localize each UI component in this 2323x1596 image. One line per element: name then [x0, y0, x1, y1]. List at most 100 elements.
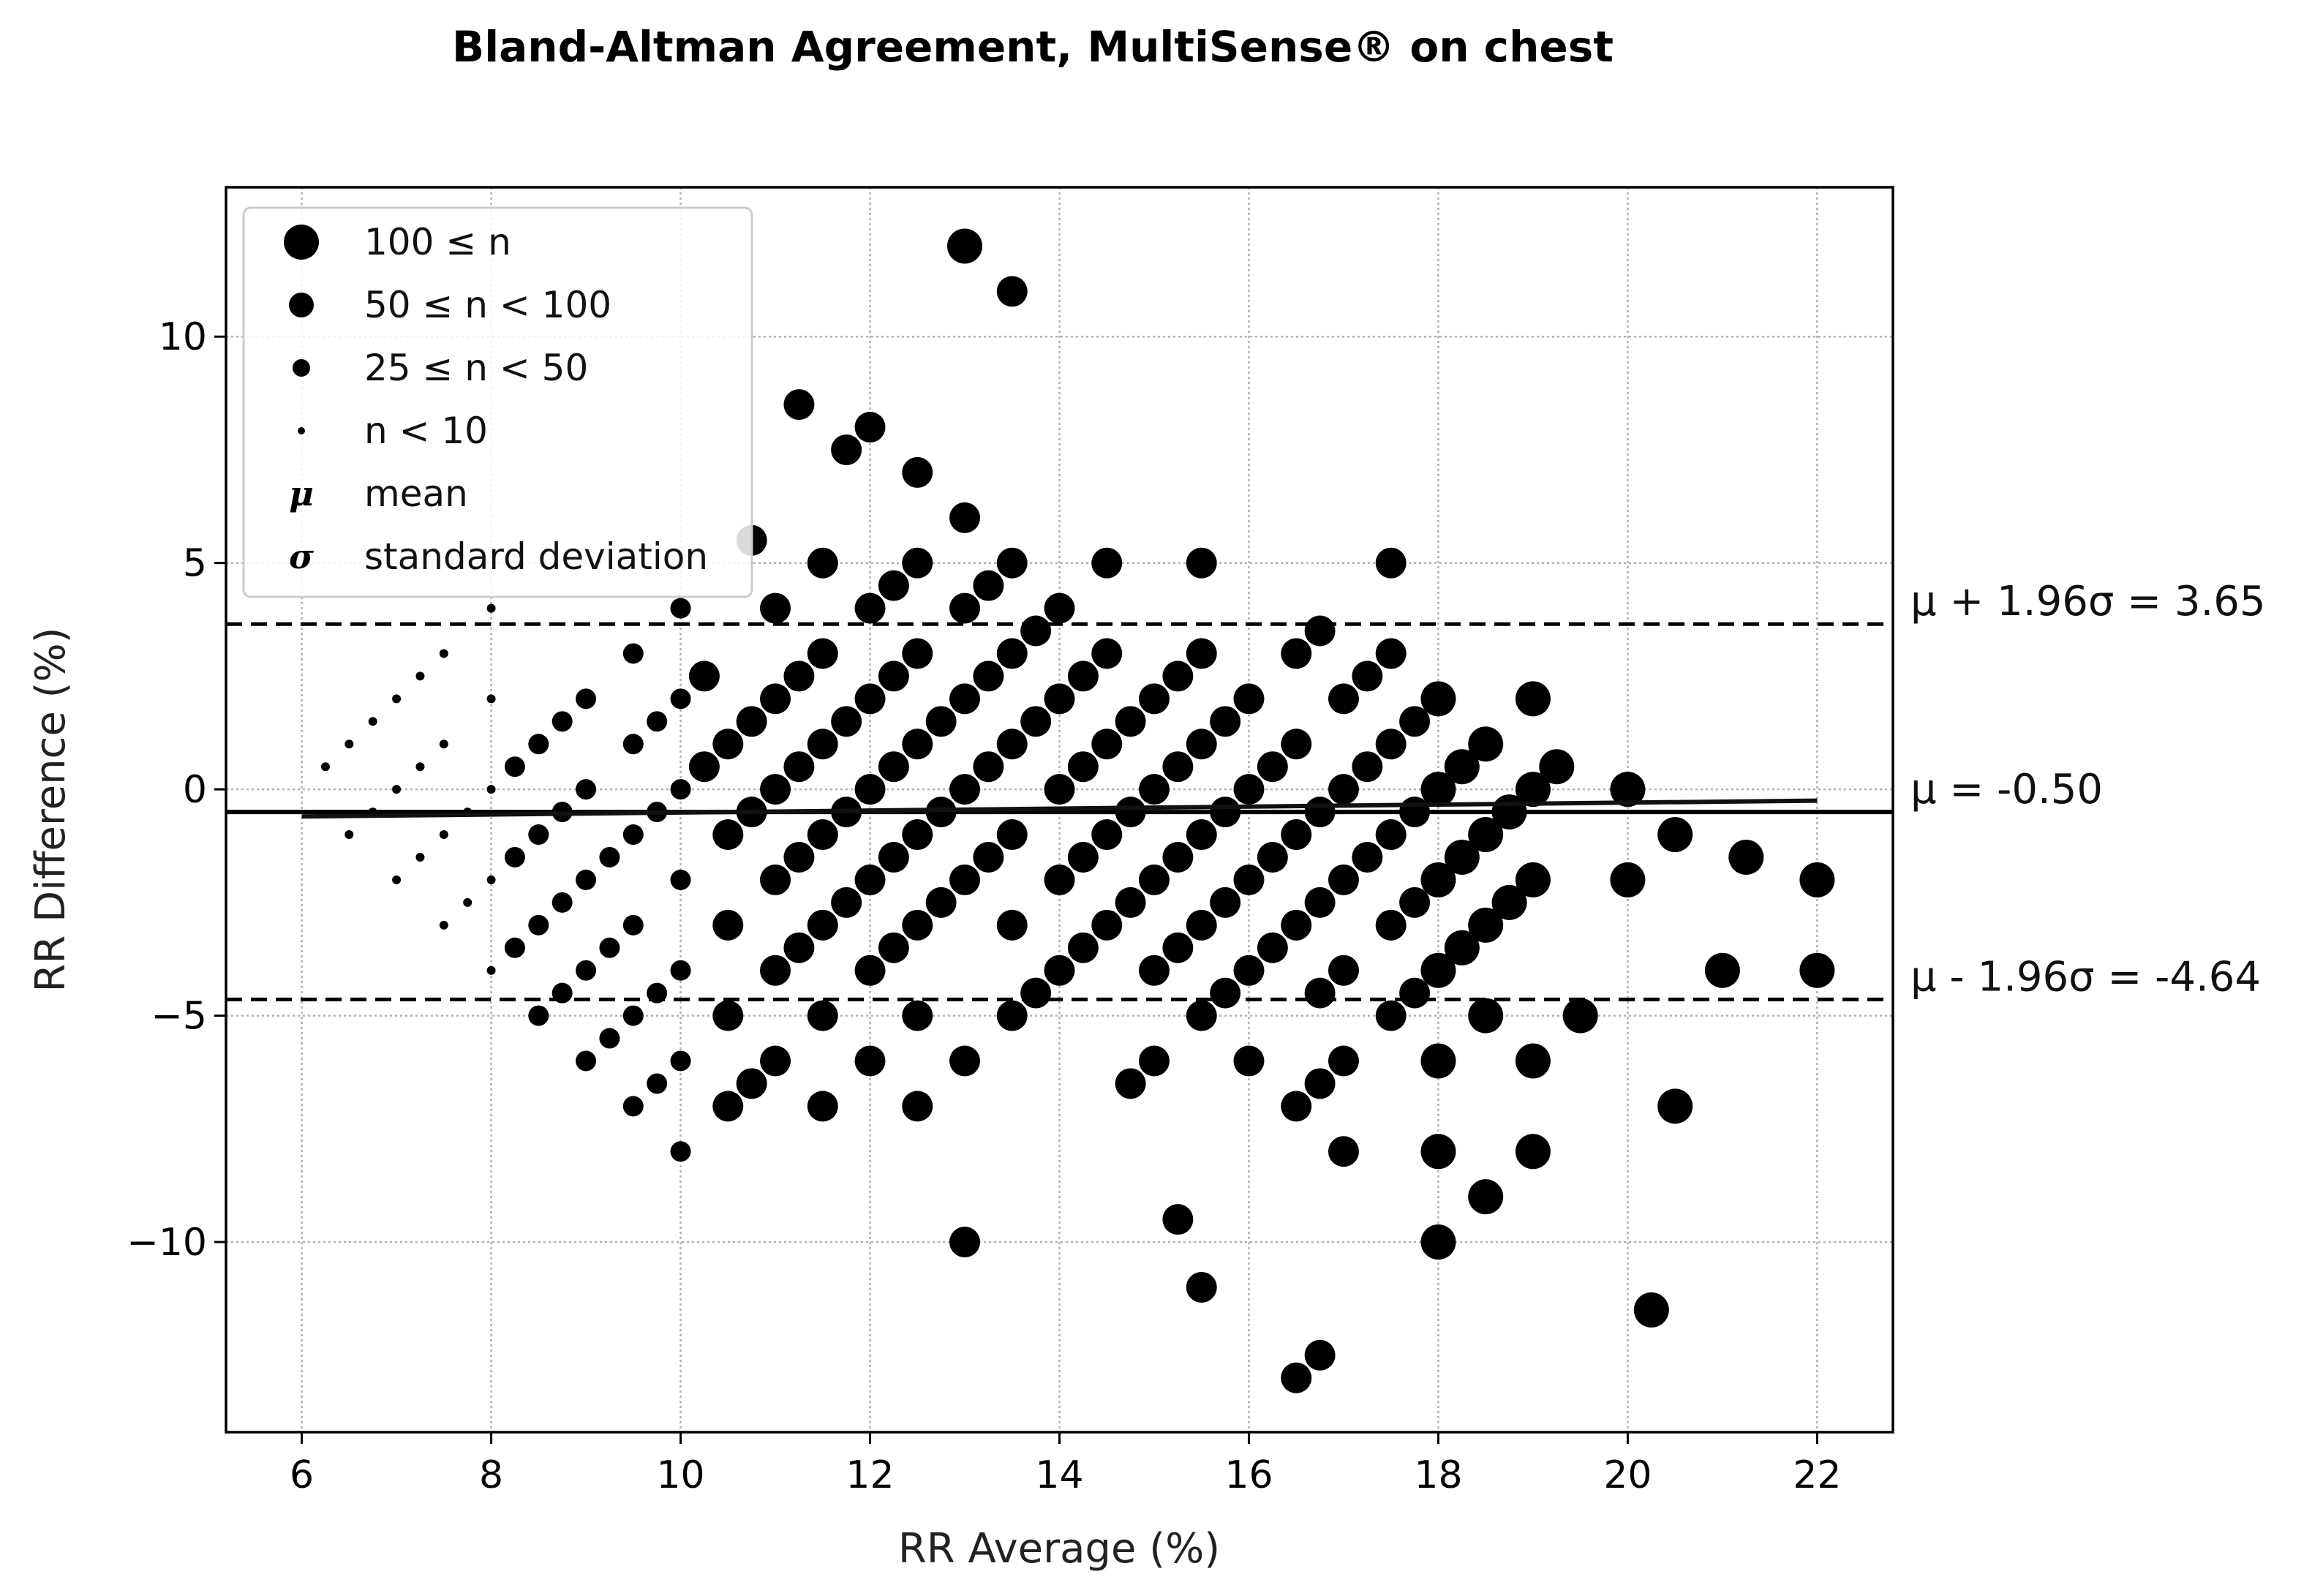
data-point: [1138, 774, 1170, 805]
data-point: [949, 502, 981, 533]
data-point: [1186, 638, 1217, 669]
data-point: [599, 846, 620, 867]
data-point: [807, 547, 838, 579]
data-point: [576, 1050, 597, 1072]
data-point: [1162, 932, 1194, 963]
data-point: [1420, 1224, 1456, 1260]
data-point: [996, 547, 1028, 579]
data-point: [1420, 681, 1456, 717]
data-point: [1352, 841, 1383, 873]
data-point: [1328, 955, 1359, 986]
data-point: [949, 1227, 981, 1258]
data-point: [1610, 772, 1646, 808]
data-point: [647, 1073, 668, 1094]
data-point: [760, 864, 791, 895]
legend-marker: [289, 293, 314, 317]
data-point: [1257, 841, 1288, 873]
data-point: [1115, 887, 1146, 918]
data-points: [320, 228, 1835, 1393]
data-point: [854, 955, 886, 986]
data-point: [1399, 797, 1431, 828]
data-point: [902, 638, 933, 669]
data-point: [996, 276, 1028, 307]
data-point: [807, 638, 838, 669]
data-point: [1444, 839, 1480, 875]
data-point: [878, 660, 909, 692]
data-point: [736, 706, 767, 737]
data-point: [925, 706, 957, 737]
data-point: [439, 739, 448, 749]
data-point: [551, 711, 573, 732]
data-point: [1210, 887, 1241, 918]
legend-item: n < 10: [298, 410, 488, 452]
data-point: [760, 592, 791, 624]
data-point: [1233, 774, 1265, 805]
reference-line-label: μ = -0.50: [1910, 766, 2103, 813]
data-point: [486, 875, 496, 884]
data-point: [1210, 977, 1241, 1009]
data-point: [1115, 1068, 1146, 1099]
legend-marker: [298, 427, 305, 434]
data-point: [1281, 1362, 1312, 1393]
data-point: [1281, 1091, 1312, 1122]
data-point: [783, 389, 815, 421]
data-point: [760, 955, 791, 986]
legend-label: n < 10: [364, 410, 488, 452]
data-point: [902, 729, 933, 760]
data-point: [670, 779, 691, 800]
data-point: [1281, 729, 1312, 760]
legend-item: 100 ≤ n: [284, 221, 511, 263]
data-point: [1799, 952, 1835, 988]
data-point: [878, 841, 909, 873]
data-point: [996, 729, 1028, 760]
data-point: [1375, 819, 1407, 851]
data-point: [1162, 660, 1194, 692]
data-point: [902, 1000, 933, 1031]
data-point: [392, 694, 402, 704]
data-point: [504, 937, 525, 958]
data-point: [1304, 1339, 1336, 1371]
data-point: [807, 729, 838, 760]
data-point: [996, 819, 1028, 851]
data-point: [1420, 772, 1456, 808]
data-point: [1304, 797, 1336, 828]
legend-item: 25 ≤ n < 50: [293, 347, 588, 389]
data-point: [878, 751, 909, 783]
data-point: [670, 688, 691, 709]
data-point: [1420, 1134, 1456, 1170]
data-point: [1375, 909, 1407, 941]
legend-item: σ standard deviation: [289, 535, 708, 578]
data-point: [760, 683, 791, 715]
x-axis-label: RR Average (%): [898, 1525, 1220, 1573]
data-point: [622, 1096, 644, 1117]
x-tick-label: 8: [479, 1453, 503, 1497]
data-point: [996, 909, 1028, 941]
data-point: [1257, 932, 1288, 963]
data-point: [1091, 638, 1123, 669]
data-point: [1328, 1045, 1359, 1077]
data-point: [1328, 864, 1359, 895]
data-point: [1399, 706, 1431, 737]
data-point: [1304, 977, 1336, 1009]
y-tick-label: −5: [151, 995, 207, 1039]
data-point: [1067, 751, 1099, 783]
data-point: [368, 717, 377, 726]
data-point: [878, 570, 909, 601]
x-tick-label: 18: [1414, 1453, 1462, 1497]
data-point: [996, 1000, 1028, 1031]
data-point: [1091, 909, 1123, 941]
data-point: [949, 1045, 981, 1077]
trend-line: [301, 798, 1818, 819]
legend-label: standard deviation: [364, 535, 708, 578]
data-point: [854, 1045, 886, 1077]
data-point: [854, 412, 886, 443]
data-point: [1328, 1136, 1359, 1167]
data-point: [688, 751, 720, 783]
data-point: [392, 785, 402, 794]
data-point: [1328, 683, 1359, 715]
data-point: [415, 671, 425, 681]
data-point: [439, 920, 448, 930]
data-point: [1162, 841, 1194, 873]
data-point: [1186, 1000, 1217, 1031]
